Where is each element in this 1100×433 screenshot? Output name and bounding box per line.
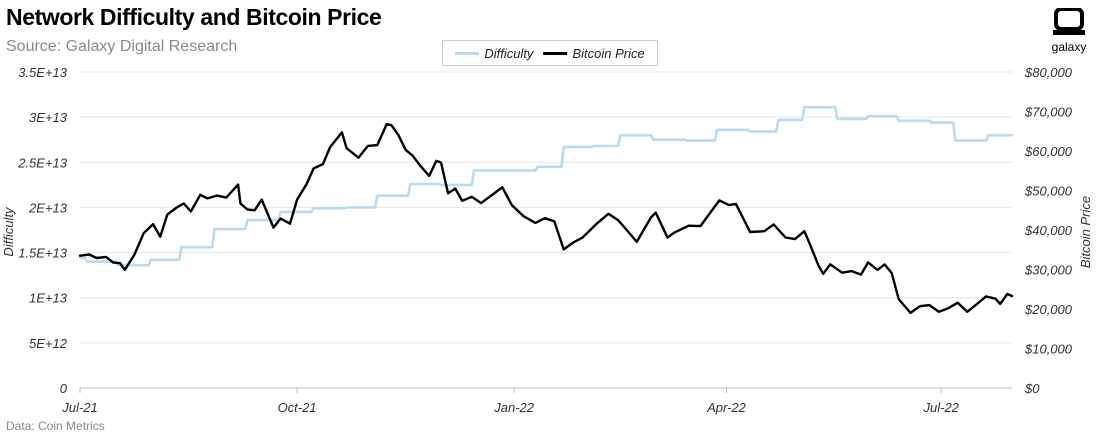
right-tick-label: $40,000 [1024, 223, 1073, 238]
gridlines [80, 71, 1012, 344]
x-tick-label: Apr-22 [706, 400, 747, 415]
legend-item-bitcoin-price: Bitcoin Price [543, 45, 645, 61]
series-line-difficulty [78, 105, 1014, 267]
left-tick-label: 1.5E+13 [18, 246, 68, 261]
right-tick-label: $50,000 [1024, 184, 1073, 199]
legend-swatch-difficulty [455, 51, 480, 55]
galaxy-logo: galaxy [1049, 8, 1089, 54]
x-tick-label: Jan-22 [493, 400, 535, 415]
right-axis-label: Bitcoin Price [1078, 196, 1093, 268]
right-tick-label: $30,000 [1024, 263, 1073, 278]
data-source-note: Data: Coin Metrics [6, 419, 105, 433]
right-tick-label: $0 [1024, 381, 1040, 396]
legend-label-bitcoin-price: Bitcoin Price [572, 45, 645, 61]
legend-label-difficulty: Difficulty [484, 45, 534, 61]
left-tick-label: 2E+13 [28, 200, 68, 215]
right-tick-label: $20,000 [1024, 302, 1073, 317]
x-tick-label: Oct-21 [278, 400, 317, 415]
left-tick-label: 3E+13 [29, 110, 68, 125]
right-tick-label: $80,000 [1024, 65, 1073, 80]
left-axis-label: Difficulty [1, 206, 16, 257]
series-layer [78, 105, 1014, 315]
left-axis-ticks: 0 5E+12 1E+13 1.5E+13 2E+13 2.5E+13 3E+13 3.5E+… [17, 65, 68, 396]
left-tick-label: 3.5E+13 [18, 65, 68, 80]
galaxy-logo-text: galaxy [1051, 40, 1087, 54]
left-tick-label: 0 [60, 381, 68, 396]
legend-swatch-bitcoin-price [543, 51, 568, 55]
left-tick-label: 1E+13 [29, 291, 68, 306]
legend-item-difficulty: Difficulty [455, 46, 533, 61]
right-axis-ticks: $0 $10,000 $20,000 $30,000 $40,000 $50,000 $60… [1024, 65, 1073, 396]
chart-legend: Difficulty Bitcoin Price [442, 40, 658, 66]
right-tick-label: $10,000 [1024, 342, 1073, 357]
x-tick-label: Jul-22 [923, 400, 960, 415]
chart-subtitle: Source: Galaxy Digital Research [6, 38, 238, 55]
left-tick-label: 2.5E+13 [17, 155, 68, 170]
x-tick-label: Jul-21 [61, 400, 97, 415]
galaxy-logo-icon [1053, 8, 1085, 35]
right-tick-label: $70,000 [1024, 105, 1073, 120]
chart-title: Network Difficulty and Bitcoin Price [6, 4, 382, 30]
series-line-bitcoin-price [78, 122, 1014, 315]
x-axis-ticks: Jul-21 Oct-21 Jan-22 Apr-22 Jul-22 [61, 388, 960, 415]
left-tick-label: 5E+12 [29, 336, 68, 351]
right-tick-label: $60,000 [1024, 144, 1073, 159]
